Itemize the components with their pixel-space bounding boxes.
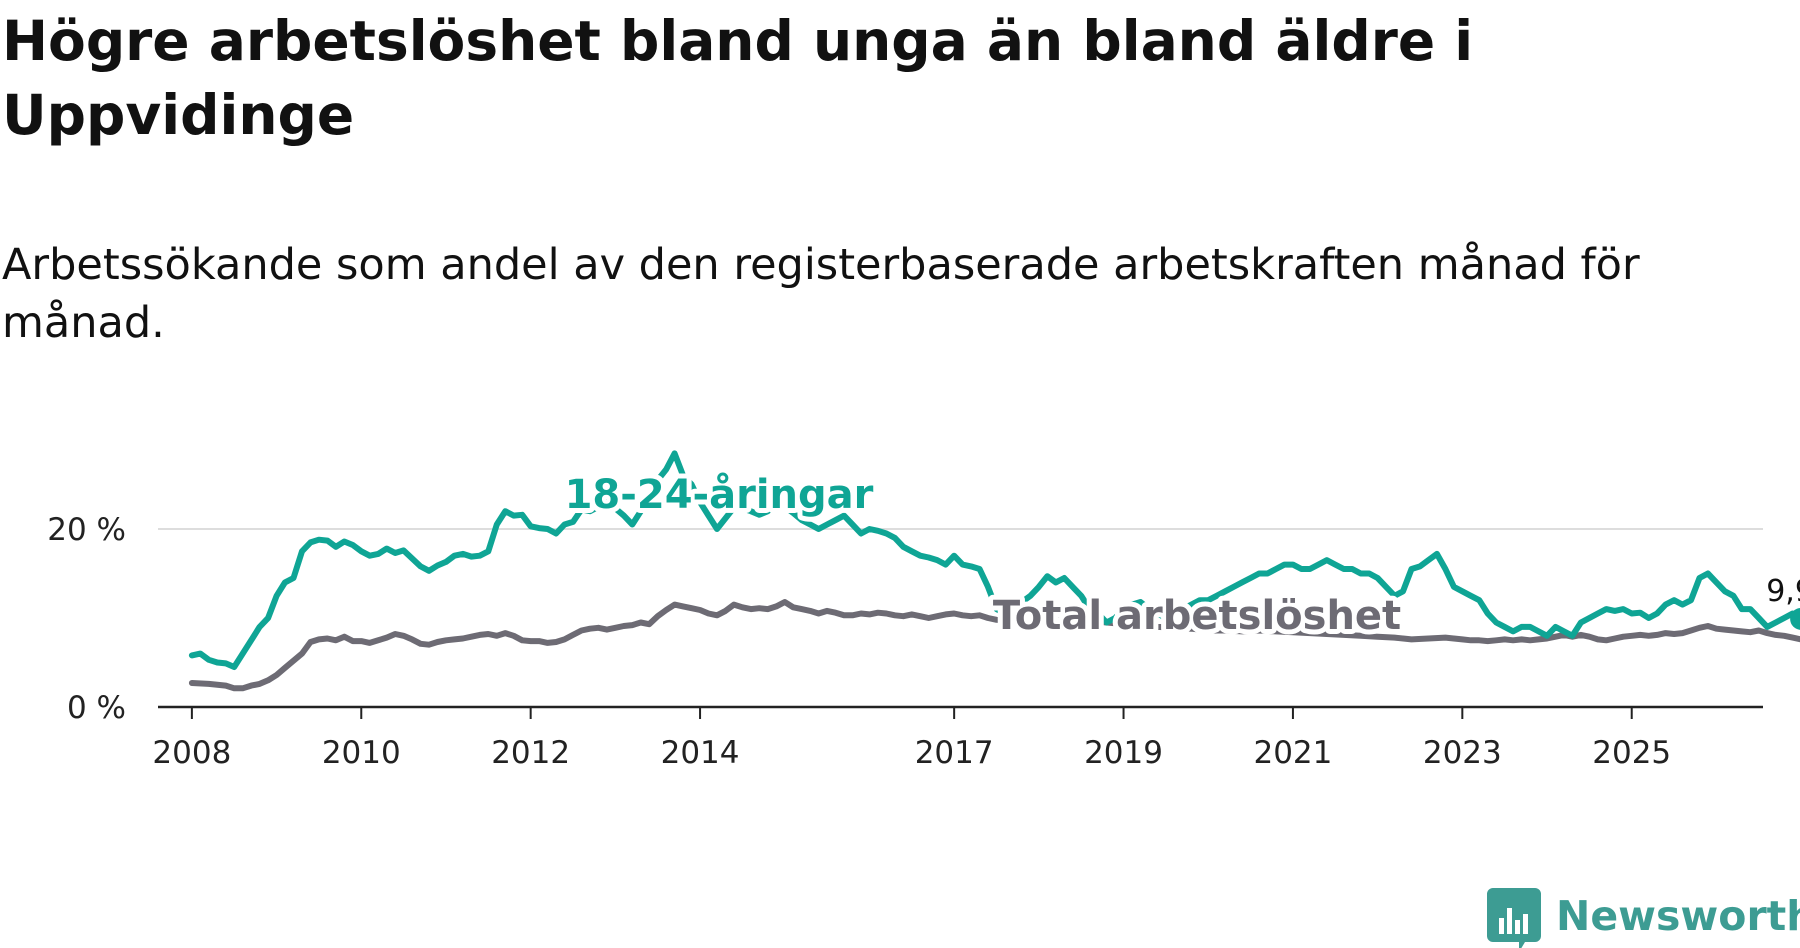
x-tick-label: 2014	[661, 735, 740, 771]
x-axis: 2008 2010 2012 2014 2017 2019 2021 2023 2025	[152, 705, 1763, 771]
x-tick-label: 2008	[152, 735, 231, 771]
newsworthy-logo-icon	[1487, 888, 1541, 948]
y-tick-label: 20 %	[47, 512, 126, 548]
total-series-label-halo: Total arbetslöshet	[993, 593, 1401, 639]
youth-end-label: 9,9 %	[1766, 574, 1800, 609]
x-tick-label: 2023	[1423, 735, 1502, 771]
total-series-line	[188, 599, 1800, 692]
x-tick-label: 2025	[1592, 735, 1671, 771]
series-lines	[188, 450, 1800, 692]
chart-title: Högre arbetslöshet bland unga än bland ä…	[2, 9, 1474, 147]
x-tick-label: 2019	[1084, 735, 1163, 771]
y-tick-label: 0 %	[67, 690, 126, 726]
x-tick-label: 2012	[491, 735, 570, 771]
newsworthy-logo: Newsworthy	[1487, 888, 1800, 948]
x-tick-label: 2021	[1253, 735, 1332, 771]
total-series-label: Total arbetslöshet	[993, 593, 1401, 639]
x-tick-label: 2017	[915, 735, 994, 771]
x-tick-label: 2010	[322, 735, 401, 771]
gridlines: 0 % 20 %	[47, 512, 1763, 726]
youth-series-label-halo: 18-24-åringar	[565, 471, 874, 518]
series-labels: 9,9 %7 %18-24-åringar18-24-åringarTotal …	[560, 466, 1800, 644]
youth-end-marker	[1790, 607, 1800, 630]
chart-subtitle: Arbetssökande som andel av den registerb…	[2, 240, 1640, 348]
brand-name: Newsworthy	[1556, 892, 1800, 940]
youth-series-line	[188, 450, 1800, 670]
youth-series-label: 18-24-åringar	[565, 471, 874, 518]
